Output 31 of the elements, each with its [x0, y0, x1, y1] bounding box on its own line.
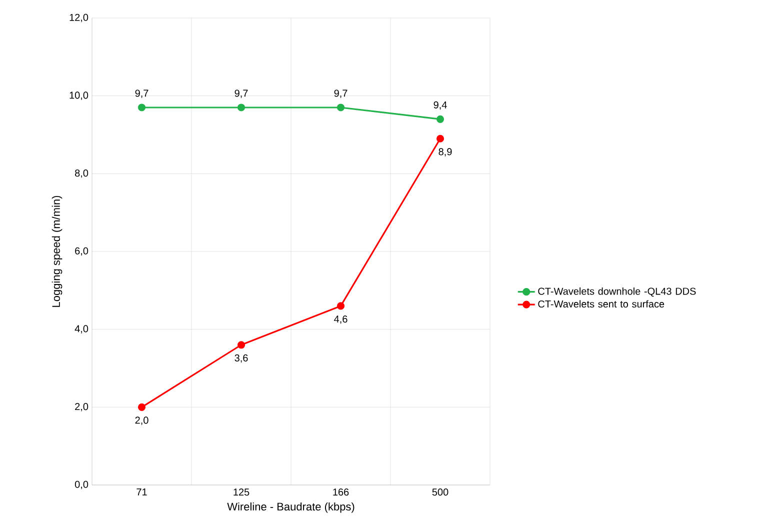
legend-label: CT-Wavelets sent to surface — [538, 300, 664, 308]
y-tick-label: 0,0 — [74, 480, 88, 490]
data-label: 9,7 — [334, 90, 348, 98]
y-tick-label: 2,0 — [75, 403, 88, 412]
y-tick-label: 10,0 — [70, 92, 88, 100]
point — [138, 403, 146, 411]
point — [436, 115, 444, 123]
point — [436, 134, 444, 142]
x-tick-label: 500 — [432, 488, 448, 496]
data-label: 9,7 — [234, 90, 248, 98]
point — [237, 104, 246, 112]
point — [237, 341, 246, 349]
x-tick-label: 71 — [136, 488, 147, 496]
x-axis-title: Wireline - Baudrate (kbps) — [227, 502, 354, 513]
data-label: 9,7 — [135, 90, 148, 98]
point — [138, 104, 146, 112]
data-label: 4,6 — [334, 316, 348, 324]
x-tick-label: 125 — [234, 488, 250, 496]
legend-label: CT-Wavelets downhole -QL43 DDS — [538, 287, 696, 297]
x-tick-label: 166 — [333, 488, 349, 496]
point — [336, 302, 345, 310]
point — [336, 104, 345, 112]
y-tick-label: 6,0 — [75, 247, 88, 256]
data-label: 9,4 — [434, 101, 447, 110]
y-tick-label: 12,0 — [70, 14, 88, 22]
y-tick-label: 8,0 — [75, 170, 88, 178]
data-label: 8,9 — [438, 148, 452, 156]
data-label: 2,0 — [135, 416, 148, 425]
y-tick-label: 4,0 — [74, 325, 88, 334]
data-label: 3,6 — [234, 354, 248, 363]
y-axis-title: Logging speed (m/min) — [52, 196, 62, 307]
